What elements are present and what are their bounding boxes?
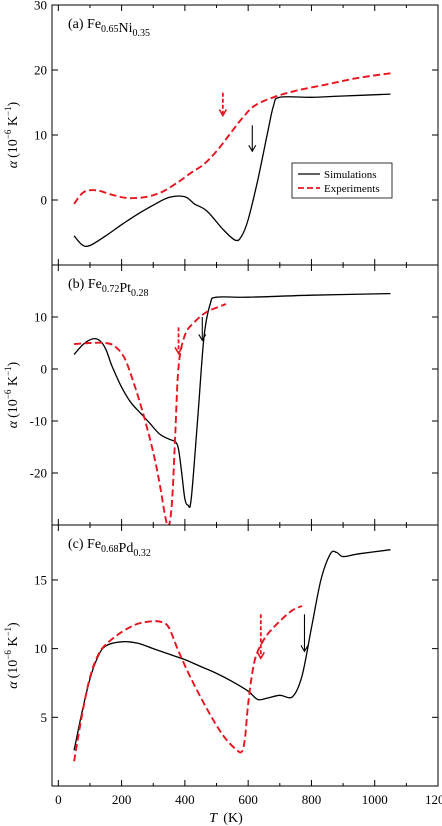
y-tick-label: 10 [34,641,47,656]
y-axis-unit: K [6,637,21,651]
y-axis-label: α (10−6 K−1) [3,101,21,168]
y-axis-unit-exp: −6 [3,129,13,139]
y-axis-unit: ) [6,361,21,366]
y-axis-unit: (10 [6,399,21,418]
y-tick-label: 5 [41,710,48,725]
y-axis-unit: ) [6,622,21,627]
legend: Simulations Experiments [291,162,393,199]
x-tick-label: 400 [175,792,195,807]
arrow-head [248,144,257,153]
x-tick-labels: 0 200 400 600 800 1000 1200 [55,792,442,807]
x-tick-label: 200 [112,792,132,807]
panel-frame [51,4,439,266]
y-axis-unit-exp: −1 [3,627,13,637]
series-lines [73,72,391,248]
panel-letter: (b) [68,277,88,292]
y-axis-unit: ) [6,101,21,106]
y-axis-unit: (10 [6,660,21,679]
composition-subscript: 0.32 [133,548,151,559]
simulations-line [73,292,391,508]
y-tick-label: 20 [34,63,47,78]
y-tick-label: -10 [30,414,47,429]
legend-experiments-label: Experiments [324,183,380,195]
x-tick-label: 0 [55,792,62,807]
legend-simulations-label: Simulations [324,169,377,181]
arrow-head [218,109,228,118]
simulations-line [73,93,391,248]
y-tick-label: 10 [34,310,47,325]
panel-letter: (c) [68,537,87,552]
experiments-line [73,72,391,205]
panel-b: -20 -10 0 10 α (10−6 K−1) (b) Fe0.72Pt0.28 [3,264,439,526]
y-axis-unit-exp: −1 [3,106,13,116]
x-axis: 0 200 400 600 800 1000 1200 T (K) [55,792,442,826]
experiments-transition-arrow [218,92,228,118]
y-axis-unit-exp: −1 [3,366,13,376]
y-tick-label: -20 [30,466,47,481]
experiments-line [73,605,303,762]
x-tick-label: 1200 [425,792,442,807]
composition-element: Fe [87,17,101,32]
y-axis-unit: K [6,376,21,390]
y-tick-label: 0 [41,193,48,208]
y-axis-symbol: α [6,420,21,428]
series-lines [73,549,391,762]
composition-subscript: 0.28 [131,288,149,299]
y-axis-unit-exp: −6 [3,650,13,660]
arrow-head [300,645,309,653]
composition-subscript: 0.68 [101,544,119,555]
y-axis-unit: K [6,116,21,130]
simulations-transition-arrow [248,125,257,153]
panel-label: (c) Fe0.68Pd0.32 [68,537,151,559]
series-lines [73,292,391,525]
simulations-transition-arrow [300,614,309,653]
y-axis-label: α (10−6 K−1) [3,361,21,428]
y-axis-unit: (10 [6,139,21,158]
composition-subscript: 0.72 [102,284,120,295]
x-tick-label: 600 [238,792,258,807]
y-tick-label: 10 [34,128,47,143]
panel-letter: (a) [68,17,87,32]
composition-element: Pd [119,541,134,556]
y-axis-symbol: α [6,160,21,168]
y-axis-symbol: α [6,681,21,689]
experiments-transition-arrow [174,327,183,355]
composition-element: Pt [119,281,131,296]
composition-subscript: 0.65 [101,24,119,35]
y-axis-label: α (10−6 K−1) [3,622,21,689]
simulations-transition-arrow [198,317,207,342]
experiments-transition-arrow [256,614,266,660]
panel-a: 0 10 20 30 α (10−6 K−1) (a) Fe0.65Ni0.35 [3,0,439,266]
panel-frame [51,524,439,787]
panel-frame [51,264,439,526]
x-axis-unit: (K) [223,811,243,826]
arrow-head [174,346,183,355]
panel-c: 5 10 15 α (10−6 K−1) (c) Fe0.68Pd0.32 [3,524,439,787]
x-axis-label: T (K) [209,811,243,826]
simulations-line [73,549,391,751]
y-axis-unit-exp: −6 [3,389,13,399]
composition-element: Ni [119,21,133,36]
arrow-head [256,651,266,660]
composition-subscript: 0.35 [133,28,151,39]
composition-element: Fe [87,537,101,552]
x-tick-label: 1000 [362,792,388,807]
panel-label: (a) Fe0.65Ni0.35 [68,17,150,39]
composition-element: Fe [88,277,102,292]
x-axis-symbol: T [209,811,218,826]
experiments-line [74,303,227,525]
y-tick-label: 15 [34,572,47,587]
x-tick-label: 800 [302,792,322,807]
legend-box [291,162,393,199]
arrow-head [198,334,207,342]
y-tick-label: 30 [34,0,47,13]
panel-label: (b) Fe0.72Pt0.28 [68,277,149,299]
y-tick-label: 0 [41,362,48,377]
